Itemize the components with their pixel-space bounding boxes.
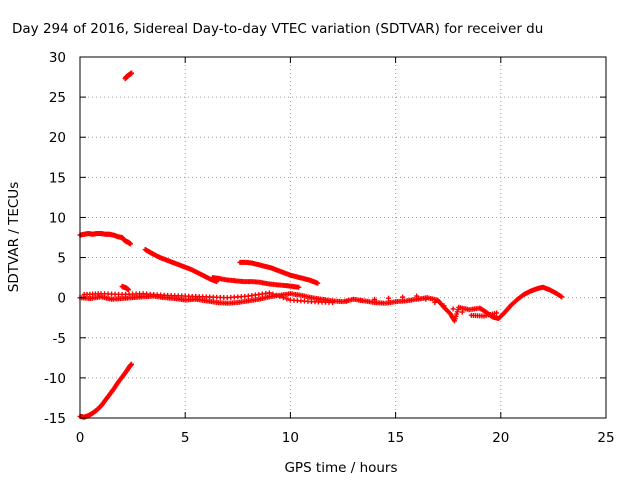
x-tick-label: 15 <box>387 430 404 446</box>
y-tick-label: 30 <box>49 50 66 66</box>
data-point <box>270 291 276 297</box>
plot-frame <box>79 56 607 419</box>
y-tick-label: 10 <box>49 210 66 226</box>
y-tick-label: 15 <box>49 170 66 186</box>
series-arc-8-descending <box>77 230 133 247</box>
data-point <box>459 309 465 315</box>
data-point <box>400 294 406 300</box>
y-tick-label: 20 <box>49 130 66 146</box>
data-point <box>329 299 335 305</box>
chart-title: Day 294 of 2016, Sidereal Day-to-day VTE… <box>12 21 543 37</box>
data-point <box>414 293 420 299</box>
series-arc-minor <box>119 283 131 293</box>
data-point <box>494 310 500 316</box>
data-point <box>125 287 131 293</box>
data-point <box>129 361 135 367</box>
data-point <box>127 241 133 247</box>
tick-labels: 0 5 10 15 20 25 -15 -10 -5 0 5 10 15 20 25 30 <box>44 50 615 446</box>
y-tick-label: -15 <box>44 411 66 427</box>
series-arc-4-descending <box>237 259 321 286</box>
series-arc-rising-from-minus-15 <box>77 361 135 420</box>
data-point <box>423 296 429 302</box>
x-tick-label: 20 <box>492 430 509 446</box>
series-arc-6-descending <box>142 247 220 285</box>
data-point <box>129 70 135 76</box>
series-arc-high <box>122 70 135 82</box>
data-point <box>296 284 302 290</box>
y-tick-label: 5 <box>57 251 66 267</box>
data-point <box>344 298 350 304</box>
ticks <box>79 56 607 419</box>
grid <box>80 57 606 418</box>
y-tick-label: 25 <box>49 90 66 106</box>
data-point <box>372 296 378 302</box>
y-tick-label: -10 <box>44 371 66 387</box>
data-point <box>315 280 321 286</box>
series-baseline-cluster <box>77 284 565 324</box>
x-tick-label: 25 <box>597 430 614 446</box>
y-tick-label: 0 <box>57 291 66 307</box>
y-tick-label: -5 <box>53 331 66 347</box>
x-tick-label: 0 <box>76 430 85 446</box>
data-point <box>450 306 456 312</box>
x-tick-label: 10 <box>282 430 299 446</box>
data-point <box>280 295 286 301</box>
data-point <box>386 295 392 301</box>
data-point <box>559 294 565 300</box>
x-tick-label: 5 <box>181 430 190 446</box>
data-point <box>273 292 279 298</box>
data-point <box>441 303 447 309</box>
data-point <box>266 290 272 296</box>
series-arc-2-band <box>210 275 302 290</box>
data-points <box>77 70 565 420</box>
series-baseline-second-band <box>81 290 500 319</box>
y-axis-label: SDTVAR / TECUs <box>6 182 22 292</box>
data-point <box>277 293 283 299</box>
data-point <box>284 296 290 302</box>
x-axis-label: GPS time / hours <box>284 460 397 476</box>
data-point <box>432 299 438 305</box>
data-point <box>358 297 364 303</box>
